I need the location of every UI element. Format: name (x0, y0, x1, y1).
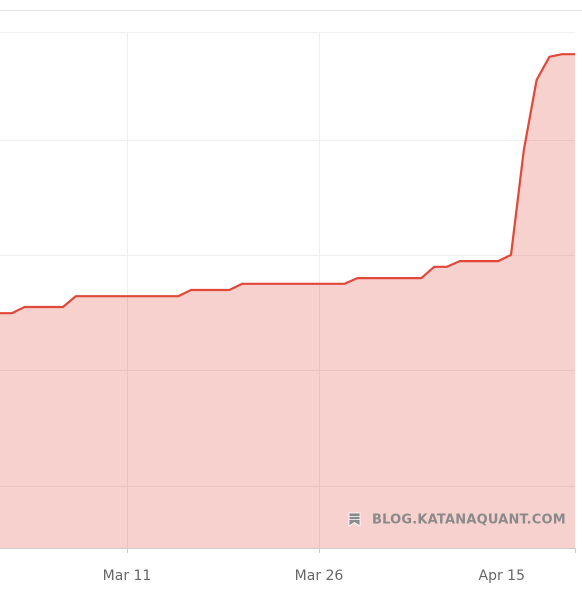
area-fill (0, 54, 575, 548)
line (0, 53, 575, 315)
x-tick-label: Apr 15 (479, 568, 525, 584)
vertical-grid (127, 32, 320, 548)
plot-area (0, 53, 575, 548)
watermark: BLOG.KATANAQUANT.COM (348, 512, 566, 528)
x-tick-label: Mar 11 (103, 568, 152, 584)
x-axis: Mar 11 Mar 26 Apr 15 (103, 548, 576, 584)
x-tick-label: Mar 26 (295, 568, 344, 584)
watermark-text: BLOG.KATANAQUANT.COM (372, 513, 566, 528)
watermark-icon (348, 512, 361, 527)
